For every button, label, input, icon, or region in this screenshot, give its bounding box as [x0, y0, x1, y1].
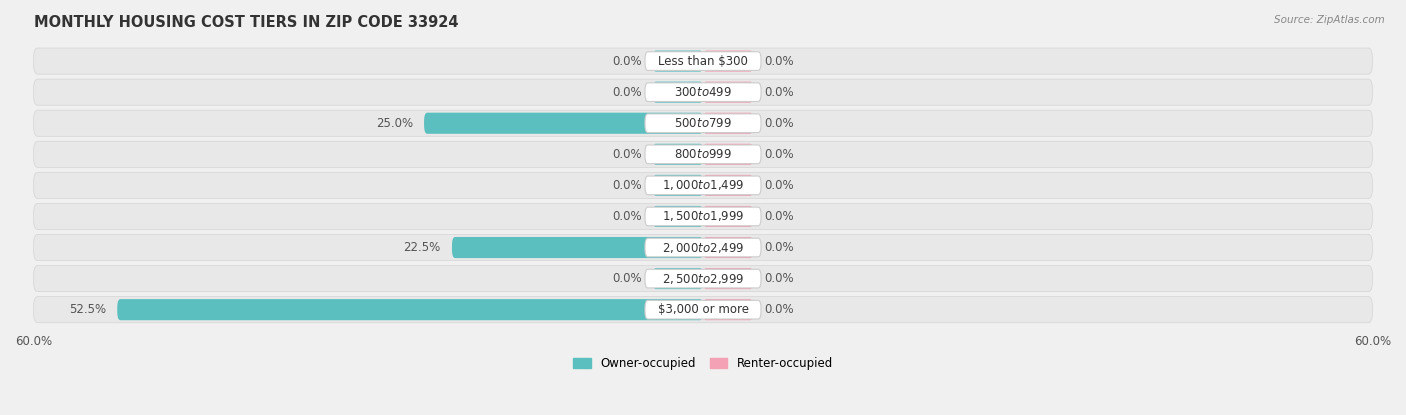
FancyBboxPatch shape: [425, 112, 703, 134]
FancyBboxPatch shape: [652, 206, 703, 227]
Text: 0.0%: 0.0%: [612, 148, 641, 161]
Text: Source: ZipAtlas.com: Source: ZipAtlas.com: [1274, 15, 1385, 24]
Text: $1,500 to $1,999: $1,500 to $1,999: [662, 210, 744, 223]
Text: 0.0%: 0.0%: [765, 85, 794, 99]
FancyBboxPatch shape: [645, 207, 761, 226]
Text: 0.0%: 0.0%: [765, 148, 794, 161]
Text: 0.0%: 0.0%: [612, 272, 641, 285]
FancyBboxPatch shape: [34, 172, 1372, 198]
FancyBboxPatch shape: [34, 203, 1372, 229]
Text: 0.0%: 0.0%: [765, 241, 794, 254]
FancyBboxPatch shape: [652, 51, 703, 72]
Text: $1,000 to $1,499: $1,000 to $1,499: [662, 178, 744, 193]
FancyBboxPatch shape: [34, 110, 1372, 136]
Text: $2,500 to $2,999: $2,500 to $2,999: [662, 271, 744, 286]
FancyBboxPatch shape: [703, 175, 754, 196]
FancyBboxPatch shape: [645, 145, 761, 164]
FancyBboxPatch shape: [34, 234, 1372, 261]
FancyBboxPatch shape: [703, 112, 754, 134]
FancyBboxPatch shape: [652, 175, 703, 196]
Text: $800 to $999: $800 to $999: [673, 148, 733, 161]
Text: 25.0%: 25.0%: [375, 117, 413, 130]
Text: $300 to $499: $300 to $499: [673, 85, 733, 99]
FancyBboxPatch shape: [652, 82, 703, 103]
FancyBboxPatch shape: [34, 266, 1372, 292]
Text: 0.0%: 0.0%: [612, 85, 641, 99]
FancyBboxPatch shape: [703, 268, 754, 289]
Text: 0.0%: 0.0%: [765, 55, 794, 68]
FancyBboxPatch shape: [652, 144, 703, 165]
Text: 0.0%: 0.0%: [612, 210, 641, 223]
FancyBboxPatch shape: [645, 269, 761, 288]
Text: MONTHLY HOUSING COST TIERS IN ZIP CODE 33924: MONTHLY HOUSING COST TIERS IN ZIP CODE 3…: [34, 15, 458, 30]
Text: 0.0%: 0.0%: [765, 303, 794, 316]
FancyBboxPatch shape: [117, 299, 703, 320]
FancyBboxPatch shape: [703, 51, 754, 72]
FancyBboxPatch shape: [703, 82, 754, 103]
Text: $3,000 or more: $3,000 or more: [658, 303, 748, 316]
Text: $500 to $799: $500 to $799: [673, 117, 733, 130]
Text: $2,000 to $2,499: $2,000 to $2,499: [662, 241, 744, 254]
FancyBboxPatch shape: [645, 176, 761, 195]
FancyBboxPatch shape: [645, 300, 761, 319]
FancyBboxPatch shape: [645, 114, 761, 132]
Text: 0.0%: 0.0%: [612, 179, 641, 192]
Text: 0.0%: 0.0%: [765, 272, 794, 285]
FancyBboxPatch shape: [703, 237, 754, 258]
Text: 0.0%: 0.0%: [765, 210, 794, 223]
FancyBboxPatch shape: [451, 237, 703, 258]
FancyBboxPatch shape: [645, 52, 761, 71]
Text: Less than $300: Less than $300: [658, 55, 748, 68]
FancyBboxPatch shape: [703, 206, 754, 227]
Text: 0.0%: 0.0%: [612, 55, 641, 68]
Legend: Owner-occupied, Renter-occupied: Owner-occupied, Renter-occupied: [572, 357, 834, 370]
Text: 0.0%: 0.0%: [765, 179, 794, 192]
FancyBboxPatch shape: [703, 299, 754, 320]
Text: 0.0%: 0.0%: [765, 117, 794, 130]
Text: 52.5%: 52.5%: [69, 303, 105, 316]
FancyBboxPatch shape: [703, 144, 754, 165]
FancyBboxPatch shape: [34, 79, 1372, 105]
FancyBboxPatch shape: [652, 268, 703, 289]
Text: 22.5%: 22.5%: [404, 241, 441, 254]
FancyBboxPatch shape: [34, 297, 1372, 323]
FancyBboxPatch shape: [34, 141, 1372, 167]
FancyBboxPatch shape: [645, 83, 761, 102]
FancyBboxPatch shape: [645, 238, 761, 257]
FancyBboxPatch shape: [34, 48, 1372, 74]
